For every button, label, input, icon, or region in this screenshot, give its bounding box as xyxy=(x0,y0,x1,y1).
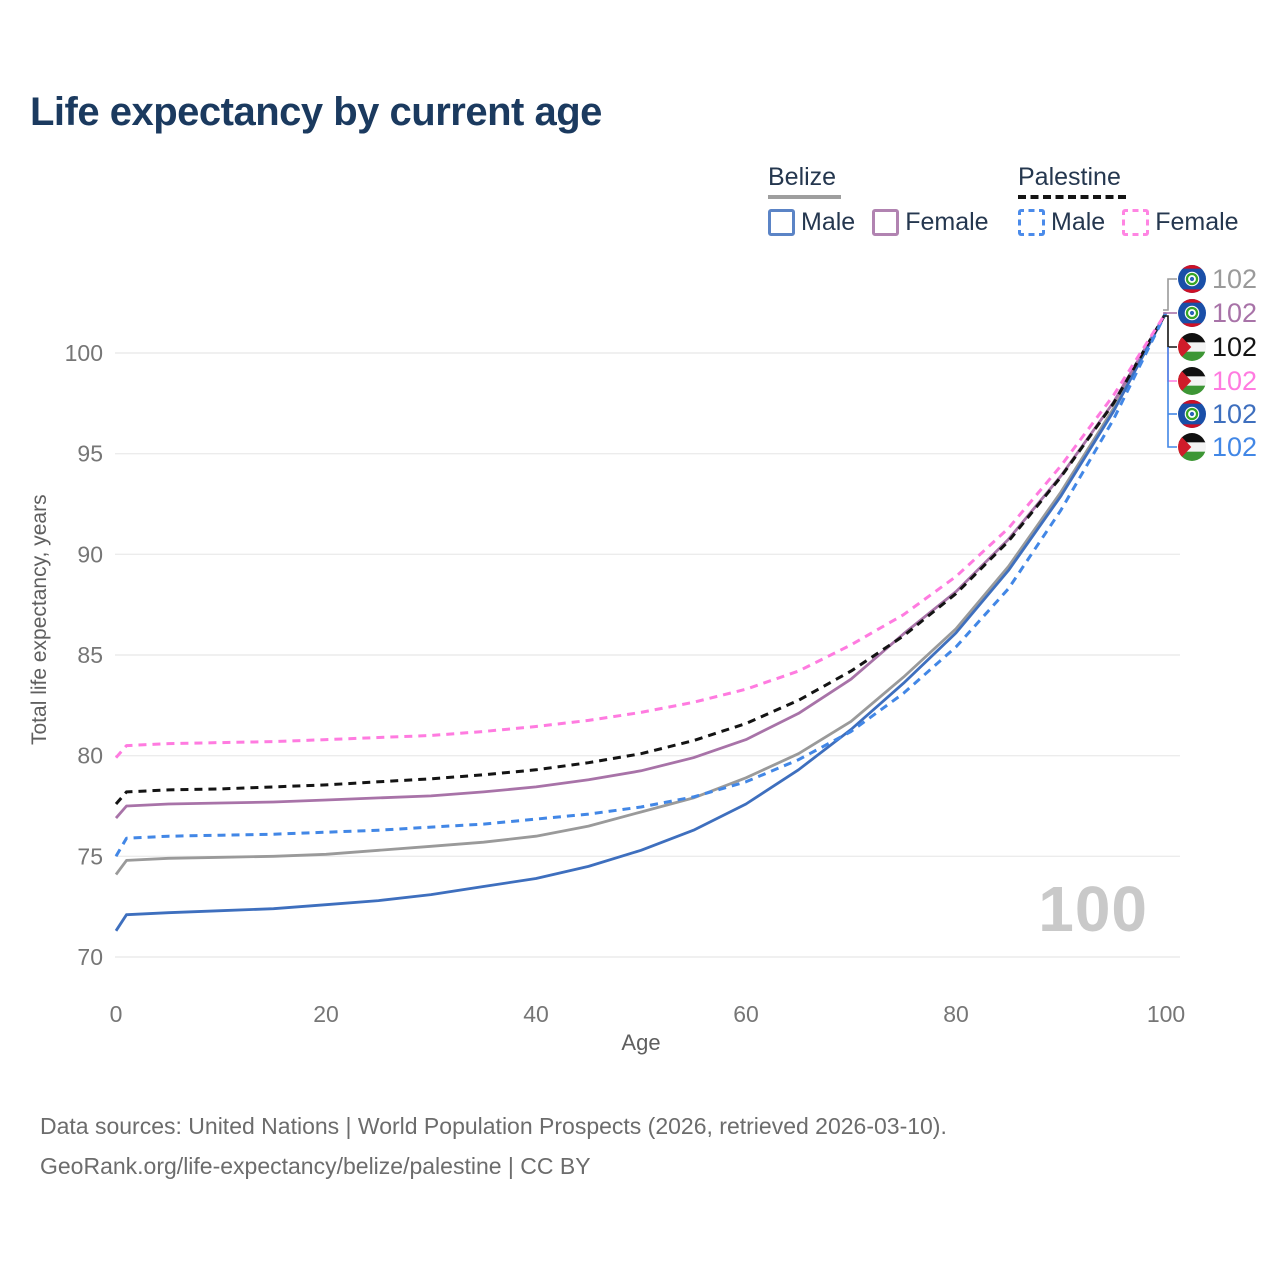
legend-item-label: Female xyxy=(1155,208,1239,236)
legend-group-palestine: Palestine Male Female xyxy=(1018,163,1239,237)
legend-item-palestine-male[interactable]: Male xyxy=(1018,208,1105,237)
end-value-label-palestine_both: 102 xyxy=(1212,332,1257,362)
end-value-label-belize_female: 102 xyxy=(1212,298,1257,328)
x-tick-label: 20 xyxy=(313,1001,339,1027)
palestine-flag-icon xyxy=(1178,433,1206,461)
series-line-belize_male xyxy=(114,312,1168,932)
y-tick-label: 90 xyxy=(77,541,103,567)
x-tick-label: 0 xyxy=(110,1001,123,1027)
palestine-flag-icon xyxy=(1178,333,1206,361)
page-title: Life expectancy by current age xyxy=(30,90,602,134)
y-tick-label: 75 xyxy=(77,843,103,869)
y-tick-label: 85 xyxy=(77,642,103,668)
y-tick-label: 80 xyxy=(77,743,103,769)
legend-item-palestine-female[interactable]: Female xyxy=(1122,208,1239,237)
legend-item-belize-male[interactable]: Male xyxy=(768,208,855,237)
belize-female-swatch[interactable] xyxy=(872,209,900,236)
series-line-palestine_both xyxy=(114,311,1168,805)
y-tick-label: 95 xyxy=(77,441,103,467)
legend-item-belize-female[interactable]: Female xyxy=(872,208,989,237)
legend-country-belize: Belize xyxy=(768,163,837,191)
y-axis-title: Total life expectancy, years xyxy=(28,494,51,746)
series-line-palestine_male xyxy=(114,312,1168,858)
series-line-belize_both xyxy=(114,312,1168,876)
data-sources-line: Data sources: United Nations | World Pop… xyxy=(40,1113,947,1139)
leader-line xyxy=(1163,315,1177,348)
end-value-label-belize_male: 102 xyxy=(1212,399,1257,429)
series-line-palestine_female xyxy=(114,311,1168,759)
x-axis-title: Age xyxy=(621,1030,661,1055)
belize-male-swatch[interactable] xyxy=(768,209,795,236)
attribution-line: GeoRank.org/life-expectancy/belize/pales… xyxy=(40,1153,591,1179)
palestine-line-sample xyxy=(1018,195,1126,199)
palestine-female-swatch[interactable] xyxy=(1122,209,1150,236)
belize-flag-icon xyxy=(1178,299,1206,327)
leader-line xyxy=(1167,347,1177,448)
end-value-label-palestine_male: 102 xyxy=(1212,432,1257,462)
x-tick-label: 60 xyxy=(733,1001,759,1027)
leader-line xyxy=(1163,278,1177,311)
belize-line-sample xyxy=(768,195,841,199)
legend-item-label: Female xyxy=(905,208,989,236)
belize-flag-icon xyxy=(1178,265,1206,293)
y-tick-label: 70 xyxy=(77,944,103,970)
end-value-label-palestine_female: 102 xyxy=(1212,366,1257,396)
legend-item-label: Male xyxy=(801,208,856,236)
footer: Data sources: United Nations | World Pop… xyxy=(40,1106,947,1186)
leader-line xyxy=(1167,347,1177,382)
legend-item-label: Male xyxy=(1051,208,1106,236)
x-tick-label: 40 xyxy=(523,1001,549,1027)
belize-flag-icon xyxy=(1178,400,1206,428)
y-tick-label: 100 xyxy=(65,340,103,366)
legend-group-belize: Belize Male Female xyxy=(768,163,989,237)
x-tick-label: 80 xyxy=(943,1001,969,1027)
palestine-flag-icon xyxy=(1178,367,1206,395)
palestine-male-swatch[interactable] xyxy=(1018,209,1045,236)
x-tick-label: 100 xyxy=(1147,1001,1185,1027)
legend-country-palestine: Palestine xyxy=(1018,163,1121,191)
end-value-label-belize_both: 102 xyxy=(1212,264,1257,294)
age-watermark: 100 xyxy=(1038,873,1148,945)
